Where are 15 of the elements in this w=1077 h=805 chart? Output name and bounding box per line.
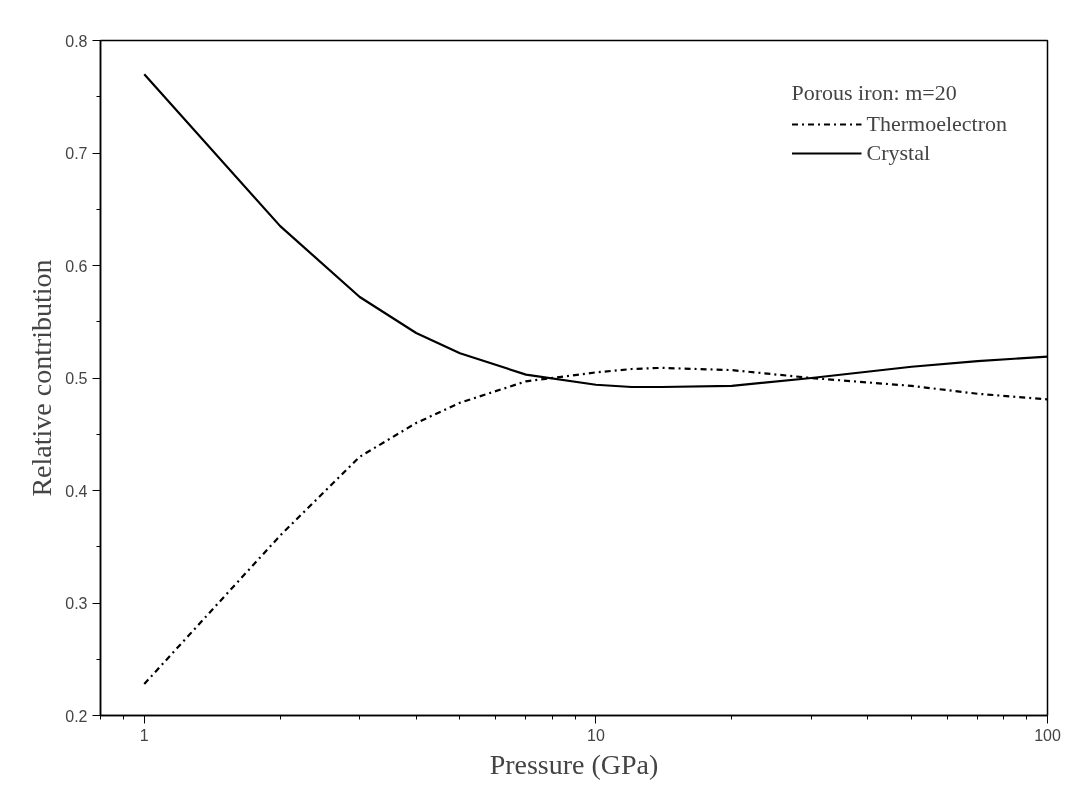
y-tick-label: 0.6 <box>65 257 88 275</box>
y-axis-title: Relative contribution <box>26 259 58 497</box>
y-tick-label: 0.4 <box>65 482 88 500</box>
x-tick-label: 1 <box>139 726 149 744</box>
y-tick-label: 0.3 <box>65 595 88 612</box>
legend-title: Porous iron: m=20 <box>791 80 958 106</box>
y-tick-label: 0.5 <box>65 370 88 387</box>
x-axis-title: Pressure (GPa) <box>489 748 659 780</box>
y-tick-label: 0.8 <box>65 32 88 50</box>
y-tick-label: 0.7 <box>65 145 88 162</box>
x-tick-label: 100 <box>1034 726 1061 744</box>
legend-label: Thermoelectron <box>866 111 1007 137</box>
legend-label: Crystal <box>866 140 931 166</box>
y-tick-label: 0.2 <box>65 707 88 725</box>
x-tick-label: 10 <box>586 726 605 744</box>
